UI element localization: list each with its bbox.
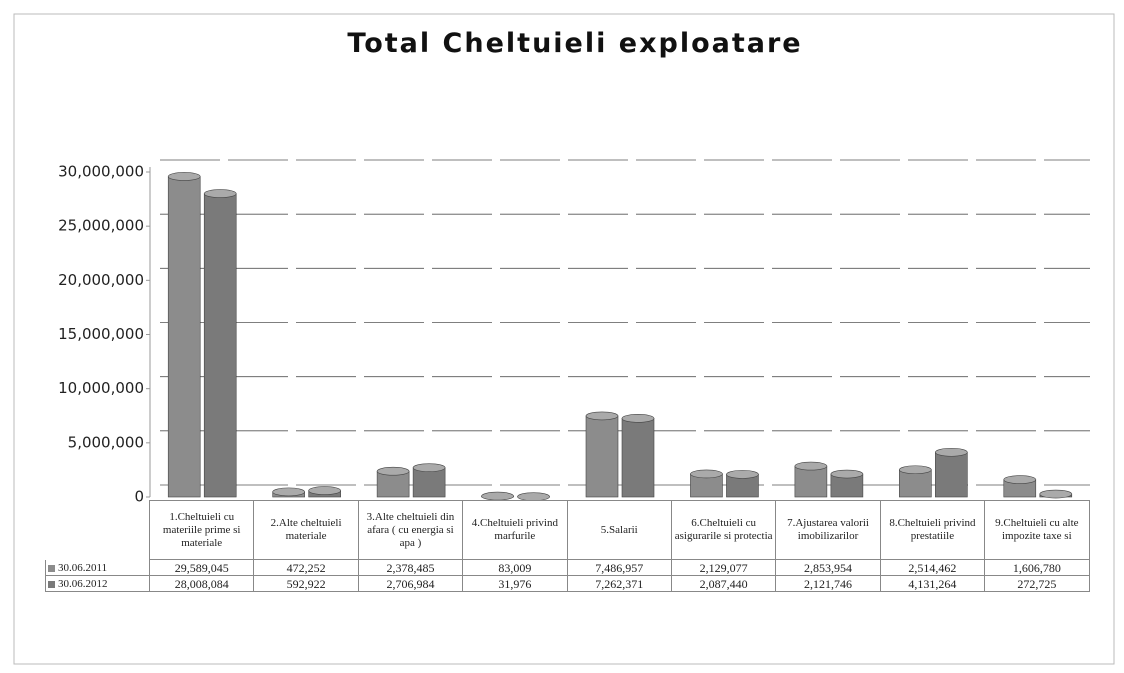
- cylinder: [690, 469, 723, 498]
- table-value: 2,706,984: [358, 576, 464, 592]
- bar-top: [585, 411, 619, 421]
- category-label: 3.Alte cheltuieli din afara ( cu energia…: [358, 500, 464, 560]
- bar-top: [794, 461, 828, 471]
- bar-top: [272, 487, 305, 497]
- category-label: 8.Cheltuieli privind prestatiile: [880, 500, 986, 560]
- bar-top: [621, 414, 655, 423]
- table-value: 272,725: [985, 576, 1090, 592]
- cylinder: [376, 466, 410, 498]
- y-tick-label: 15,000,000: [58, 325, 144, 343]
- bar-top: [830, 469, 864, 479]
- cylinder: [899, 465, 932, 498]
- table-value: 7,262,371: [567, 576, 672, 592]
- y-tick-label: 5,000,000: [68, 433, 144, 451]
- cylinder: [167, 172, 201, 498]
- legend-key: [48, 580, 55, 588]
- bar: [203, 193, 237, 498]
- frame: [13, 13, 1115, 665]
- legend-entry: 30.06.2012: [45, 576, 150, 592]
- y-tick-label: 20,000,000: [58, 271, 144, 289]
- bar: [794, 465, 828, 498]
- bar-top: [412, 463, 446, 472]
- bar-top: [690, 469, 723, 479]
- table-value: 28,008,084: [150, 576, 255, 592]
- bar-top: [935, 447, 968, 457]
- bar-top: [376, 466, 410, 476]
- cylinder: [272, 487, 305, 498]
- bar: [621, 418, 655, 498]
- legend-key: [48, 564, 55, 572]
- cylinder: [830, 469, 864, 498]
- bar: [167, 176, 201, 498]
- table-value: 592,922: [254, 576, 359, 592]
- cylinder: [1003, 475, 1037, 498]
- bar-top: [1003, 475, 1037, 484]
- bar-top: [308, 486, 341, 495]
- y-tick-label: 0: [134, 488, 144, 506]
- bar: [412, 467, 446, 498]
- table-value: 2,121,746: [776, 576, 881, 592]
- table-value: 7,486,957: [567, 560, 672, 576]
- table-value: 83,009: [463, 560, 568, 576]
- table-corner: [45, 500, 150, 560]
- y-tick-label: 25,000,000: [58, 217, 144, 235]
- table-value: 472,252: [254, 560, 359, 576]
- table-value: 2,853,954: [776, 560, 881, 576]
- cylinder: [1039, 489, 1073, 499]
- bar-top: [899, 465, 932, 475]
- bar-top: [481, 491, 514, 501]
- cylinder: [621, 414, 655, 498]
- chart-title: Total Cheltuieli exploatare: [347, 28, 802, 59]
- bar-top: [726, 470, 759, 479]
- table-value: 29,589,045: [150, 560, 255, 576]
- cylinder: [481, 491, 514, 501]
- category-label: 6.Cheltuieli cu asigurarile si protectia: [671, 500, 777, 560]
- category-label: 1.Cheltuieli cu materiile prime si mater…: [150, 500, 255, 560]
- cylinder: [308, 486, 341, 498]
- category-label: 4.Cheltuieli privind marfurile: [463, 500, 568, 560]
- bar-top: [203, 189, 237, 198]
- cylinder: [794, 461, 828, 498]
- y-tick-label: 10,000,000: [58, 379, 144, 397]
- bar: [935, 451, 968, 498]
- cylinder: [726, 470, 759, 498]
- category-label: 7.Ajustarea valorii imobilizarilor: [776, 500, 881, 560]
- cylinder: [935, 447, 968, 498]
- bar-top: [1039, 489, 1073, 499]
- y-tick-label: 30,000,000: [58, 163, 144, 181]
- table-value: 2,378,485: [358, 560, 464, 576]
- table-value: 2,129,077: [671, 560, 777, 576]
- data-table: 1.Cheltuieli cu materiile prime si mater…: [45, 500, 1090, 592]
- bar: [585, 415, 619, 498]
- bar-top: [167, 172, 201, 181]
- table-value: 31,976: [463, 576, 568, 592]
- table-value: 4,131,264: [880, 576, 986, 592]
- category-label: 2.Alte cheltuieli materiale: [254, 500, 359, 560]
- table-value: 2,087,440: [671, 576, 777, 592]
- cylinder: [517, 492, 550, 501]
- category-label: 5.Salarii: [567, 500, 672, 560]
- legend-entry: 30.06.2011: [45, 560, 150, 576]
- bar: [899, 469, 932, 498]
- table-value: 2,514,462: [880, 560, 986, 576]
- table-value: 1,606,780: [985, 560, 1090, 576]
- category-label: 9.Cheltuieli cu alte impozite taxe si: [985, 500, 1090, 560]
- legend-label: 30.06.2011: [58, 562, 108, 574]
- legend-label: 30.06.2012: [58, 578, 108, 590]
- cylinder: [412, 463, 446, 498]
- cylinder: [585, 411, 619, 498]
- cylinder: [203, 189, 237, 498]
